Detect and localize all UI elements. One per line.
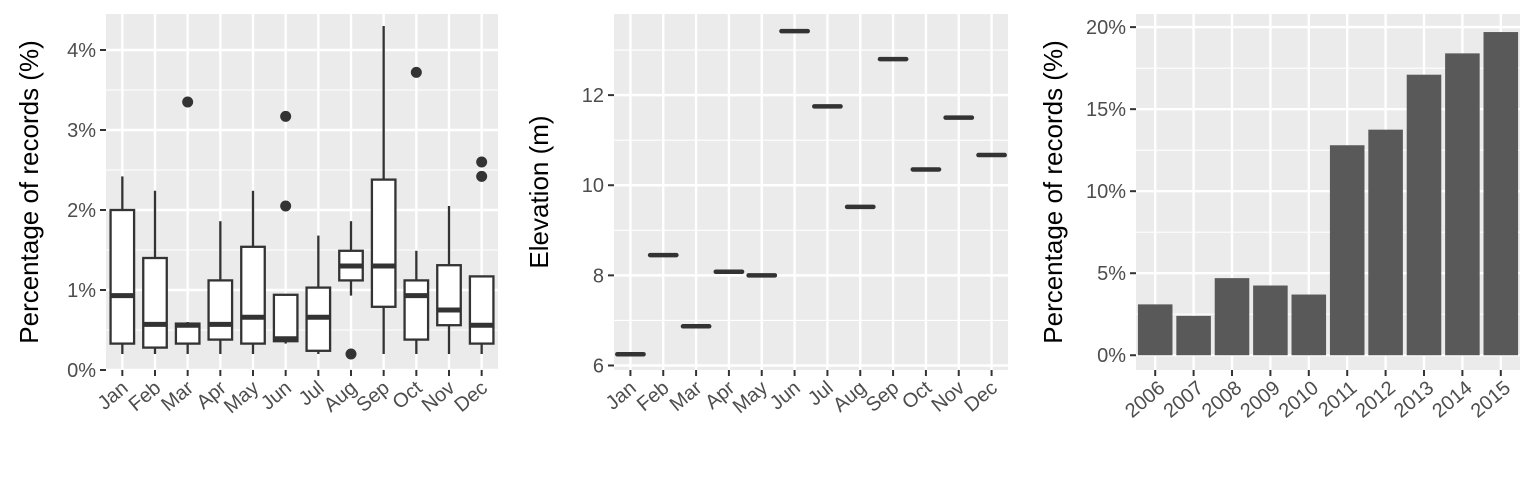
y-axis-title: Percentage of records (%) xyxy=(14,40,44,343)
y-tick-label: 4% xyxy=(67,40,96,62)
bar-2009 xyxy=(1253,285,1288,356)
yearly-records-bar-panel: 0%5%10%15%20%200620072008200920102011201… xyxy=(1038,14,1520,422)
boxplot-jun xyxy=(272,110,299,344)
box-iqr xyxy=(272,293,299,343)
x-tick-label: 2015 xyxy=(1467,377,1515,422)
box-iqr xyxy=(240,245,266,345)
x-tick-label: 2008 xyxy=(1198,377,1246,422)
boxplot-feb xyxy=(142,190,168,354)
boxplot-aug xyxy=(338,221,364,360)
bar-2008 xyxy=(1214,278,1250,356)
y-axis-title: Elevation (m) xyxy=(524,115,554,268)
box-iqr xyxy=(403,279,430,341)
bar-2007 xyxy=(1176,315,1211,356)
bar-2015 xyxy=(1483,32,1519,356)
boxplot-nov xyxy=(436,206,462,354)
x-tick-label: 2007 xyxy=(1160,377,1208,422)
y-axis-title: Percentage of records (%) xyxy=(1038,40,1068,343)
bar-2013 xyxy=(1406,74,1442,356)
x-tick-label: 2013 xyxy=(1390,377,1438,422)
box-iqr xyxy=(468,275,495,345)
x-tick-label: 2014 xyxy=(1428,377,1476,422)
outlier-point xyxy=(476,156,488,168)
x-tick-label: Jun xyxy=(766,377,805,415)
y-tick-label: 10% xyxy=(1086,181,1126,203)
x-tick-label: Jun xyxy=(257,377,296,415)
x-tick-label: 2006 xyxy=(1121,377,1169,422)
box-iqr xyxy=(370,178,397,308)
monthly-records-boxplot-panel: 0%1%2%3%4%JanFebMarAprMayJunJulAugSepOct… xyxy=(14,14,498,418)
boxplot-apr xyxy=(207,221,234,354)
y-tick-label: 0% xyxy=(1097,345,1126,367)
plot-background xyxy=(106,14,498,370)
box-iqr xyxy=(142,256,168,349)
boxplot-jan xyxy=(109,176,136,354)
y-tick-label: 10 xyxy=(582,175,604,197)
x-tick-label: Jan xyxy=(94,377,133,415)
outlier-point xyxy=(345,348,357,360)
bar-2010 xyxy=(1291,294,1327,356)
y-tick-label: 2% xyxy=(67,200,96,222)
bar-2012 xyxy=(1368,129,1403,356)
y-tick-label: 0% xyxy=(67,360,96,382)
boxplot-dec xyxy=(468,156,495,354)
x-tick-label: Oct xyxy=(389,377,427,414)
box-iqr xyxy=(207,279,234,341)
outlier-point xyxy=(410,66,422,78)
outlier-point xyxy=(182,96,194,108)
x-tick-label: Dec xyxy=(450,377,491,417)
boxplot-oct xyxy=(403,66,430,354)
y-tick-label: 6 xyxy=(593,355,604,377)
outlier-point xyxy=(476,170,488,182)
bar-2014 xyxy=(1445,53,1480,356)
boxplot-mar xyxy=(174,96,201,354)
x-tick-label: 2012 xyxy=(1352,377,1400,422)
box-iqr xyxy=(109,208,136,345)
outlier-point xyxy=(280,200,292,212)
x-tick-label: Dec xyxy=(960,377,1001,417)
boxplot-sep xyxy=(370,26,397,354)
y-tick-label: 20% xyxy=(1086,17,1126,39)
x-tick-label: 2011 xyxy=(1314,377,1361,422)
y-tick-label: 8 xyxy=(593,265,604,287)
plot-background xyxy=(614,14,1008,370)
y-tick-label: 3% xyxy=(67,120,96,142)
y-tick-label: 12 xyxy=(582,85,604,107)
bar-2011 xyxy=(1329,145,1365,356)
boxplot-jul xyxy=(305,235,332,354)
x-tick-label: 2009 xyxy=(1236,377,1284,422)
box-iqr xyxy=(436,264,462,327)
x-tick-label: Jan xyxy=(602,377,641,415)
x-tick-label: Oct xyxy=(898,377,936,414)
outlier-point xyxy=(280,110,292,122)
y-tick-label: 1% xyxy=(67,280,96,302)
y-tick-label: 5% xyxy=(1097,263,1126,285)
boxplot-may xyxy=(240,190,266,354)
bar-2006 xyxy=(1137,304,1173,356)
x-tick-label: 2010 xyxy=(1275,377,1323,422)
y-tick-label: 15% xyxy=(1086,99,1126,121)
